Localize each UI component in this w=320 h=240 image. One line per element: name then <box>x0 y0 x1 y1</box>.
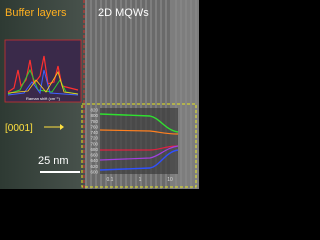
y-tick-label: 760 <box>90 124 98 129</box>
direction-label: [0001] <box>5 123 33 134</box>
y-tick-label: 780 <box>90 119 98 124</box>
x-tick-label: 1 <box>139 177 142 183</box>
y-tick-label: 700 <box>90 141 98 146</box>
scale-bar-label: 25 nm <box>38 155 69 167</box>
mqw-label: 2D MQWs <box>98 7 149 19</box>
x-tick-label: 10 <box>167 177 173 183</box>
curve-red <box>100 145 179 151</box>
figure: Buffer layers 2D MQWs Raman shift (cm⁻¹)… <box>0 0 199 189</box>
x-tick-label: 0.1 <box>107 177 114 183</box>
spectrum-red <box>7 55 79 93</box>
inset-box <box>81 103 197 188</box>
y-tick-label: 600 <box>90 170 98 175</box>
y-tick-label: 720 <box>90 136 98 141</box>
spectrum-blue <box>7 69 79 96</box>
spectrum-x-label: Raman shift (cm⁻¹) <box>26 96 61 101</box>
y-tick-label: 820 <box>90 108 98 113</box>
spectrum-inset: Raman shift (cm⁻¹) <box>4 39 82 103</box>
curve-blue <box>99 149 179 171</box>
curve-purple <box>99 145 179 161</box>
page: Buffer layers 2D MQWs Raman shift (cm⁻¹)… <box>0 0 199 189</box>
y-tick-label: 740 <box>90 130 98 135</box>
y-tick-label: 640 <box>90 158 98 163</box>
y-tick-label: 680 <box>90 147 98 152</box>
y-tick-label: 800 <box>90 113 98 118</box>
plot-area <box>100 108 178 174</box>
curve-green <box>99 113 179 133</box>
y-tick-label: 620 <box>90 164 98 169</box>
curve-orange <box>99 129 179 135</box>
spectrum-yellow <box>7 71 79 95</box>
direction-arrowhead <box>60 124 64 130</box>
y-tick-label: 660 <box>90 153 98 158</box>
buffer-label: Buffer layers <box>5 7 67 19</box>
